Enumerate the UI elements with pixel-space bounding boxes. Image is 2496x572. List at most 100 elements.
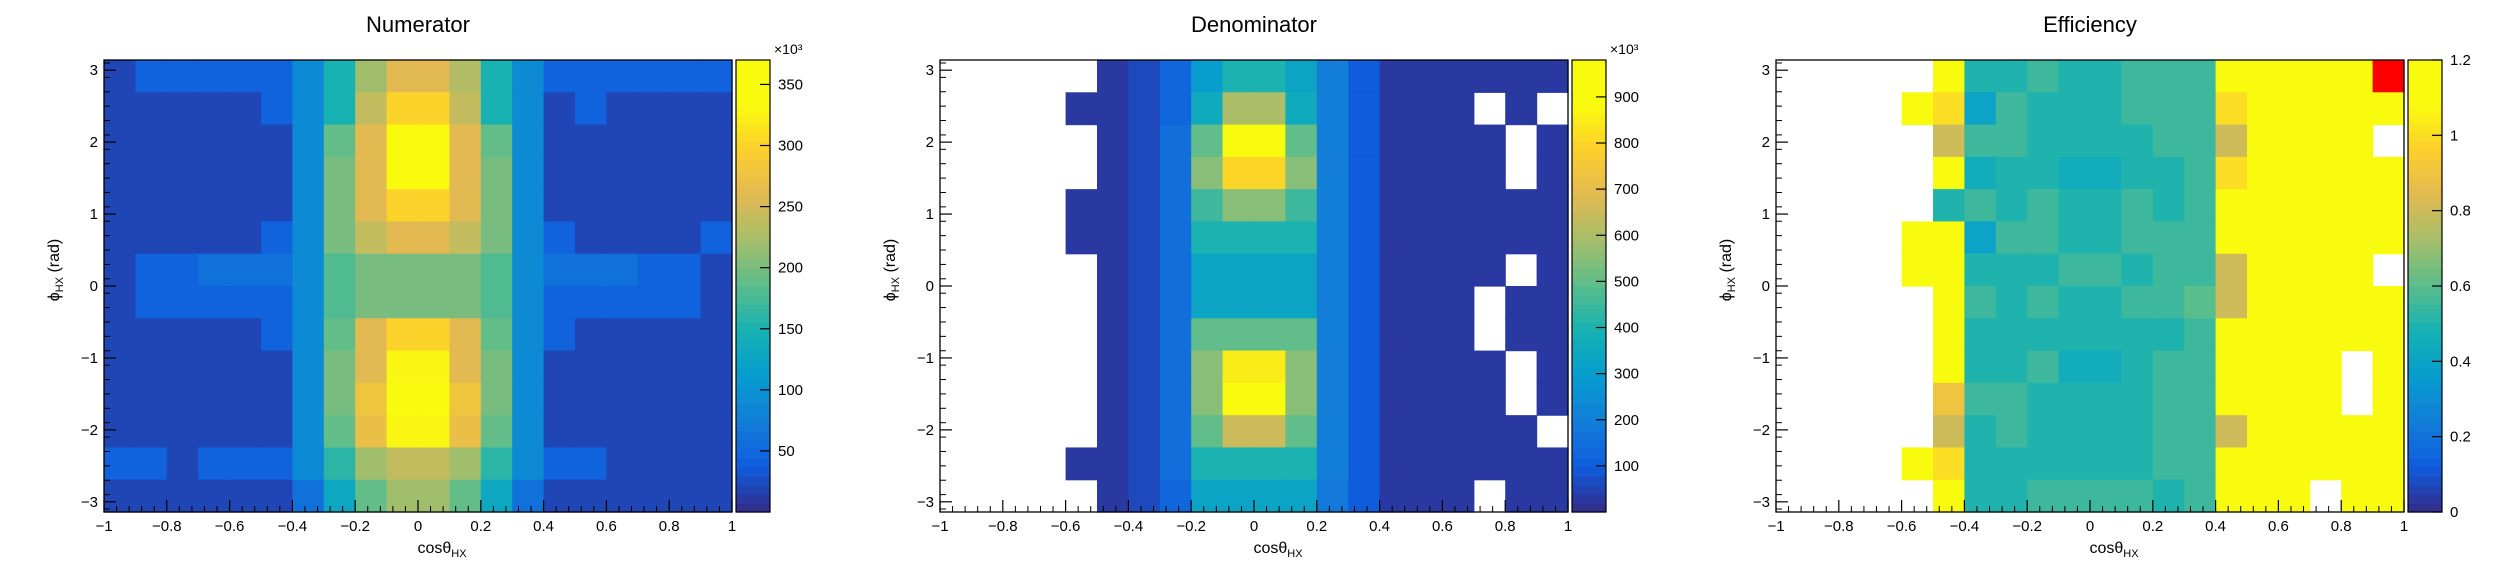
x-tick-label: −0.8 xyxy=(1824,518,1854,535)
heatmap-cell xyxy=(1964,286,1997,319)
colorbar-segment xyxy=(736,403,770,414)
heatmap-cell xyxy=(1536,253,1569,287)
heatmap-cell xyxy=(2058,286,2091,319)
heatmap-cell xyxy=(418,221,450,255)
colorbar-tick-label: 350 xyxy=(778,76,803,93)
heatmap-cell xyxy=(700,156,733,190)
heatmap-cell xyxy=(1254,447,1286,481)
heatmap-cell xyxy=(198,253,231,287)
heatmap-cell xyxy=(135,253,168,287)
x-tick-label: 1 xyxy=(1564,518,1572,535)
heatmap-cell xyxy=(2027,447,2060,481)
heatmap-cell xyxy=(323,479,356,513)
heatmap-cell xyxy=(606,447,639,481)
heatmap-cell xyxy=(355,60,388,93)
heatmap-cell xyxy=(1285,221,1318,255)
heatmap-cell xyxy=(1254,253,1286,287)
heatmap-cell xyxy=(1411,318,1443,352)
x-tick-label: 0.2 xyxy=(2142,518,2163,535)
colorbar-segment xyxy=(2408,267,2442,278)
heatmap-cell xyxy=(669,92,702,126)
heatmap-cell xyxy=(2058,221,2091,255)
heatmap-cell xyxy=(2184,221,2217,255)
colorbar-segment xyxy=(736,177,770,188)
x-tick-label: 0 xyxy=(414,518,422,535)
y-tick-label: −3 xyxy=(81,494,98,511)
heatmap-cell xyxy=(1254,60,1286,93)
heatmap-cell xyxy=(198,447,231,481)
heatmap-cell xyxy=(1191,221,1224,255)
heatmap-cell xyxy=(1097,447,1129,481)
heatmap-cell xyxy=(1128,382,1161,416)
colorbar-segment xyxy=(1572,457,1606,468)
heatmap-cell xyxy=(2027,156,2060,190)
heatmap-cell xyxy=(2341,479,2374,513)
heatmap-cell xyxy=(2372,479,2405,513)
colorbar-segment xyxy=(1572,267,1606,278)
heatmap-cell xyxy=(323,221,356,255)
heatmap-cell xyxy=(606,253,639,287)
heatmap-cell xyxy=(1473,124,1506,158)
colorbar-segment xyxy=(1572,502,1606,513)
heatmap-cell xyxy=(229,447,262,481)
heatmap-cell xyxy=(1128,221,1161,255)
heatmap-cell xyxy=(1128,286,1161,319)
heatmap-cell xyxy=(2215,253,2248,287)
colorbar-segment xyxy=(2408,96,2442,106)
heatmap-cell xyxy=(2215,221,2248,255)
colorbar-segment xyxy=(1572,69,1606,79)
colorbar-segment xyxy=(2408,304,2442,314)
heatmap-cell xyxy=(606,318,639,352)
heatmap-cell xyxy=(104,286,136,319)
y-tick-label: 1 xyxy=(90,206,98,223)
heatmap-cell xyxy=(292,382,325,416)
heatmap-cell xyxy=(135,447,168,481)
panel-denominator: Denominator −1 −0.8 −0.6 −0.4 −0.2 0 0.2 0.4 0.6 0… xyxy=(882,12,1639,560)
heatmap-cell xyxy=(449,350,482,384)
heatmap-cell xyxy=(1222,156,1255,190)
heatmap-cell xyxy=(1097,124,1129,158)
heatmap-cell xyxy=(2278,221,2311,255)
heatmap-cell xyxy=(2247,253,2279,287)
heatmap-cell xyxy=(2247,318,2279,352)
colorbar-tick-label: 600 xyxy=(1614,227,1639,244)
heatmap-cell xyxy=(1348,92,1381,126)
heatmap-cell xyxy=(2341,92,2374,126)
x-axis-label: cosθHX xyxy=(2089,540,2139,560)
chart-title: Numerator xyxy=(366,12,470,37)
heatmap-cell xyxy=(2184,318,2217,352)
colorbar-frame xyxy=(735,59,771,513)
x-tick-label: −0.8 xyxy=(152,518,182,535)
heatmap-cell xyxy=(1379,286,1412,319)
heatmap-cell xyxy=(1097,286,1129,319)
colorbar-segment xyxy=(1572,286,1606,296)
colorbar-segment xyxy=(1572,195,1606,206)
heatmap-cell xyxy=(2215,189,2248,223)
heatmap-cell xyxy=(1065,92,1098,126)
heatmap-cell xyxy=(1348,447,1381,481)
heatmap-cell xyxy=(1097,156,1129,190)
heatmap-cell xyxy=(229,156,262,190)
heatmap-cell xyxy=(1473,447,1506,481)
colorbar-segment xyxy=(2408,177,2442,188)
colorbar-segment xyxy=(736,430,770,441)
heatmap-cell xyxy=(1316,221,1349,255)
heatmap-cell xyxy=(700,415,733,449)
colorbar-segment xyxy=(2408,114,2442,124)
colorbar-tick-label: 1 xyxy=(2450,127,2458,144)
colorbar-segment xyxy=(1572,493,1606,504)
x-tick-label: −0.4 xyxy=(1950,518,1980,535)
heatmap-cell xyxy=(323,350,356,384)
heatmap-cell xyxy=(449,253,482,287)
heatmap-cell xyxy=(261,318,293,352)
colorbar-tick-label: 900 xyxy=(1614,89,1639,106)
colorbar-segment xyxy=(2408,439,2442,450)
heatmap-cell xyxy=(1191,189,1224,223)
heatmap-cell xyxy=(2309,382,2342,416)
heatmap-cell xyxy=(2247,479,2279,513)
colorbar-segment xyxy=(2408,394,2442,405)
colorbar-segment xyxy=(1572,313,1606,323)
heatmap-cell xyxy=(700,447,733,481)
heatmap-cell xyxy=(637,286,670,319)
heatmap-cell xyxy=(292,156,325,190)
